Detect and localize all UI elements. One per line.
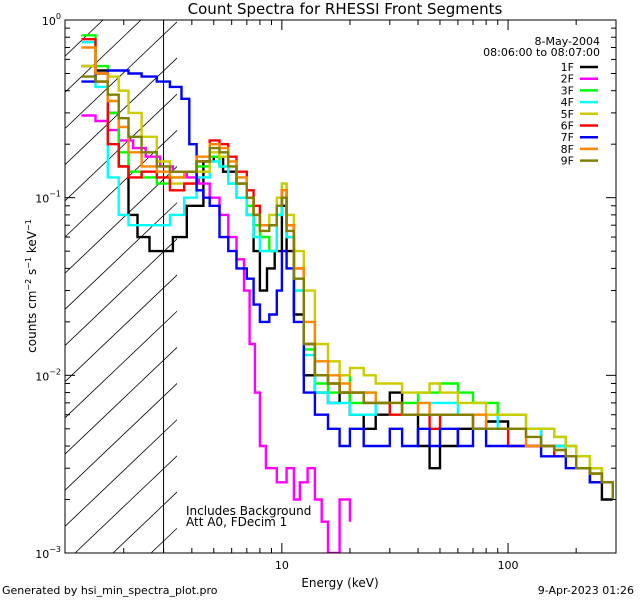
- legend-label-8F: 8F: [561, 143, 574, 156]
- hatch-line: [65, 129, 177, 238]
- legend-label-7F: 7F: [561, 131, 574, 144]
- shaded-region-hatch: [65, 20, 640, 553]
- x-tick-label: 10: [275, 559, 289, 572]
- y-tick-label-base: 10: [35, 548, 49, 561]
- y-axis-label-base: counts cm: [25, 291, 39, 353]
- hatch-line: [227, 20, 640, 553]
- series-line-8F: [81, 46, 614, 500]
- hatch-line: [65, 202, 177, 310]
- hatch-line: [65, 419, 177, 527]
- y-tick-label: 10−2: [35, 367, 61, 383]
- x-tick-label: 100: [498, 559, 519, 572]
- series-line-2F: [81, 114, 352, 553]
- legend-label-4F: 4F: [561, 96, 574, 109]
- footer-timestamp: 9-Apr-2023 01:26: [538, 584, 634, 597]
- hatch-line: [65, 57, 177, 166]
- note-background: Includes Background: [186, 504, 311, 518]
- y-tick-label-base: 10: [35, 193, 49, 206]
- legend-label-9F: 9F: [561, 155, 574, 168]
- series-line-9F: [81, 75, 614, 500]
- hatch-line: [65, 383, 177, 491]
- y-axis-label-end: keV: [25, 230, 39, 257]
- legend-label-5F: 5F: [561, 108, 574, 121]
- series-line-6F: [81, 38, 614, 500]
- y-tick-label-exp: −1: [49, 190, 61, 199]
- y-tick-label: 10−3: [35, 545, 61, 561]
- legend-label-1F: 1F: [561, 61, 574, 74]
- y-axis-label-exp1: −2: [24, 279, 33, 291]
- hatch-line: [65, 310, 177, 419]
- y-tick-label-exp: −3: [49, 545, 61, 554]
- y-tick-label: 10−1: [35, 190, 61, 206]
- legend-label-6F: 6F: [561, 120, 574, 133]
- series-lines: [81, 34, 614, 553]
- hatch-line: [74, 455, 177, 553]
- y-axis-label-exp3: −1: [24, 219, 33, 231]
- x-axis-ticks: 10 100: [123, 20, 617, 572]
- annotation-date: 8-May-2004: [535, 35, 600, 48]
- note-attenuator: Att A0, FDecim 1: [186, 515, 287, 529]
- chart-title: Count Spectra for RHESSI Front Segments: [188, 0, 503, 18]
- y-tick-label-base: 10: [35, 370, 49, 383]
- footer-generator: Generated by hsi_min_spectra_plot.pro: [2, 584, 218, 597]
- hatch-line: [65, 238, 177, 347]
- y-axis-label-mid: s: [25, 269, 39, 279]
- y-tick-label-exp: 0: [56, 12, 61, 21]
- hatch-line: [65, 93, 177, 202]
- x-axis-label: Energy (keV): [301, 576, 378, 590]
- hatch-line: [65, 20, 104, 57]
- hatch-line: [65, 274, 177, 383]
- series-line-4F: [81, 41, 614, 500]
- annotation-time: 08:06:00 to 08:07:00: [483, 46, 600, 59]
- y-axis-label: counts cm−2 s−1 keV−1: [24, 219, 39, 353]
- legend-label-3F: 3F: [561, 84, 574, 97]
- y-tick-label-base: 10: [42, 15, 56, 28]
- y-axis-label-exp2: −1: [24, 257, 33, 269]
- hatch-line: [65, 21, 177, 130]
- legend-label-2F: 2F: [561, 73, 574, 86]
- y-tick-label-exp: −2: [49, 367, 61, 376]
- plot-frame: [64, 19, 617, 554]
- y-tick-label: 100: [42, 12, 61, 28]
